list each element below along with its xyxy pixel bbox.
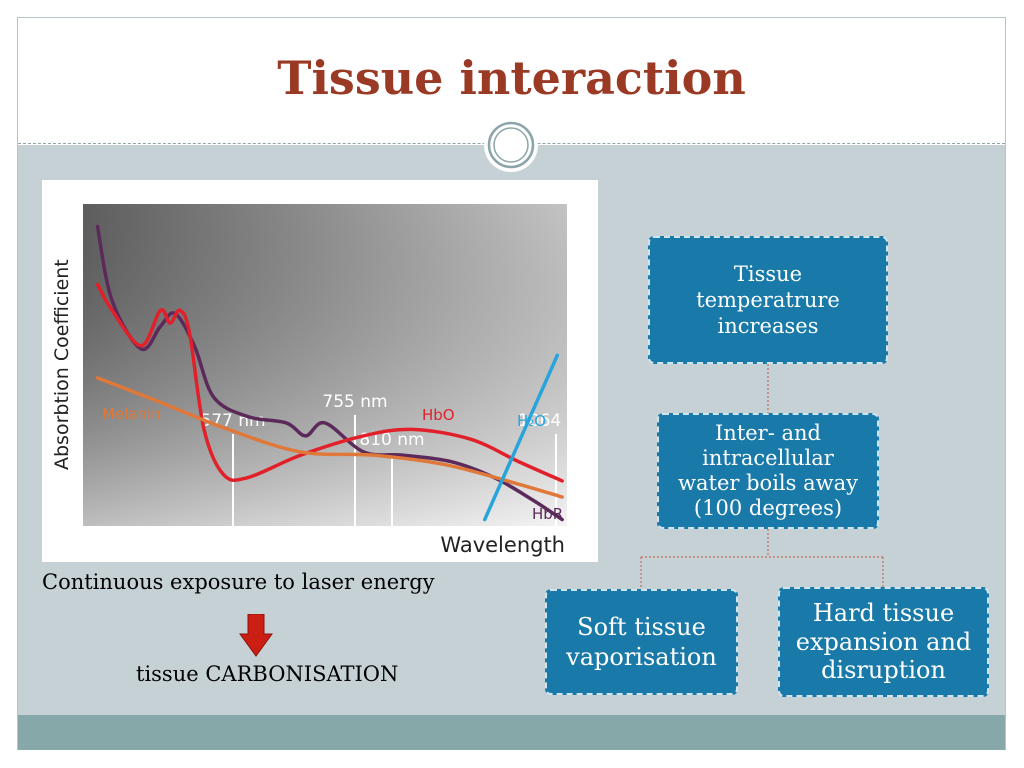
series-line-h2o (482, 353, 560, 522)
divider-ring-icon (484, 118, 538, 172)
caption-carbonisation: tissue CARBONISATION (136, 662, 399, 686)
flow-box-water-boils: Inter- and intracellular water boils awa… (657, 413, 879, 529)
series-label-hbo: HbO (422, 406, 455, 424)
series-line-hbr (95, 224, 564, 522)
flow-box-temperature-text: Tissue temperatrure increases (696, 261, 840, 339)
flow-box-water-boils-text: Inter- and intracellular water boils awa… (678, 420, 858, 521)
footer-band (18, 715, 1005, 750)
down-arrow-icon (239, 614, 273, 657)
caption-exposure: Continuous exposure to laser energy (42, 570, 435, 594)
series-label-h2o: H₂O (517, 412, 546, 430)
wavelength-marker-label: 810 nm (359, 430, 424, 450)
series-label-hbr: HbR (532, 505, 563, 523)
flow-box-soft-tissue: Soft tissue vaporisation (545, 589, 738, 695)
flow-box-soft-tissue-text: Soft tissue vaporisation (566, 613, 717, 671)
y-axis-label: Absorbtion Coefficient (51, 259, 73, 470)
flow-box-temperature: Tissue temperatrure increases (648, 236, 888, 364)
absorption-chart: 577 nm 755 nm 810 nm 1064 nm Absorbtion Coe… (42, 180, 598, 562)
series-line-melanin (95, 376, 564, 499)
flow-box-hard-tissue: Hard tissue expansion and disruption (778, 587, 989, 697)
wavelength-marker-label: 1064 nm (518, 411, 594, 431)
series-line-hbo (95, 282, 564, 483)
wavelength-marker-label: 755 nm (322, 392, 387, 412)
x-axis-label: Wavelength (440, 533, 565, 557)
series-label-melanin: Melanin (102, 405, 161, 423)
flow-box-hard-tissue-text: Hard tissue expansion and disruption (795, 598, 972, 685)
slide-title: Tissue interaction (277, 51, 746, 105)
